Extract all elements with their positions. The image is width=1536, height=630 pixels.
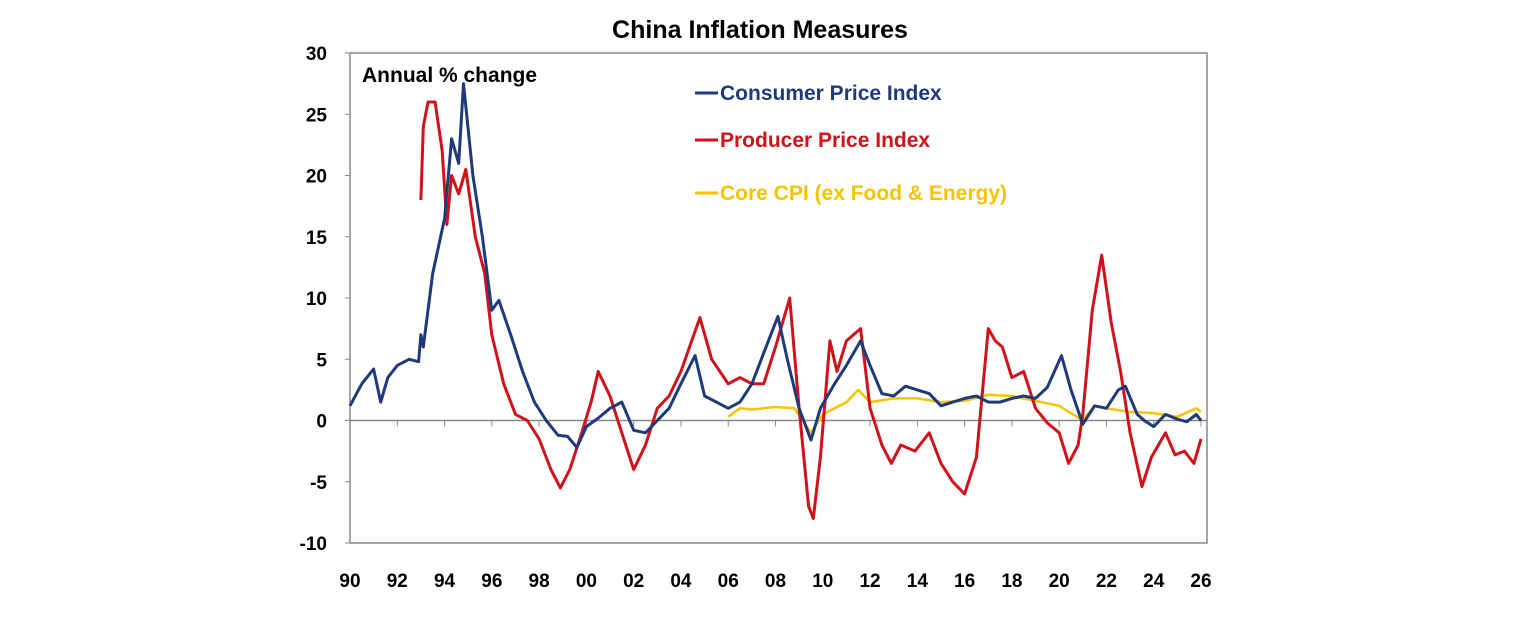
y-tick-label: 30 [306,44,327,65]
x-tick-label: 90 [339,571,360,592]
x-tick-label: 94 [434,571,456,592]
y-tick-label: 25 [306,105,328,126]
x-tick-label: 26 [1190,571,1211,592]
series-line-cpi [348,82,1203,449]
x-tick-label: 10 [812,571,833,592]
axis-annotation: Annual % change [362,64,537,87]
y-tick-label: -10 [300,534,327,555]
y-tick-label: 5 [316,350,327,371]
x-tick-label: 96 [481,571,502,592]
x-tick-label: 16 [954,571,975,592]
x-tick-label: 98 [529,571,550,592]
x-tick-label: 18 [1001,571,1022,592]
legend-label: Producer Price Index [720,129,930,152]
x-tick-label: 12 [859,571,880,592]
series-line-ppi [419,100,1203,520]
y-tick-label: -5 [310,473,327,494]
x-tick-label: 22 [1096,571,1117,592]
legend-label: Consumer Price Index [720,82,942,105]
x-tick-label: 06 [718,571,739,592]
legend-label: Core CPI (ex Food & Energy) [720,182,1007,205]
x-tick-label: 08 [765,571,786,592]
y-tick-label: 10 [306,289,327,310]
y-tick-label: 20 [306,167,327,188]
x-tick-label: 92 [387,571,408,592]
y-tick-label: 0 [316,412,327,433]
y-tick-label: 15 [306,228,328,249]
x-tick-label: 00 [576,571,597,592]
chart-title: China Inflation Measures [612,16,908,44]
x-tick-label: 04 [670,571,692,592]
x-tick-label: 02 [623,571,644,592]
plot-area [349,52,1208,544]
x-tick-label: 20 [1049,571,1070,592]
x-tick-label: 24 [1143,571,1165,592]
x-tick-label: 14 [907,571,929,592]
